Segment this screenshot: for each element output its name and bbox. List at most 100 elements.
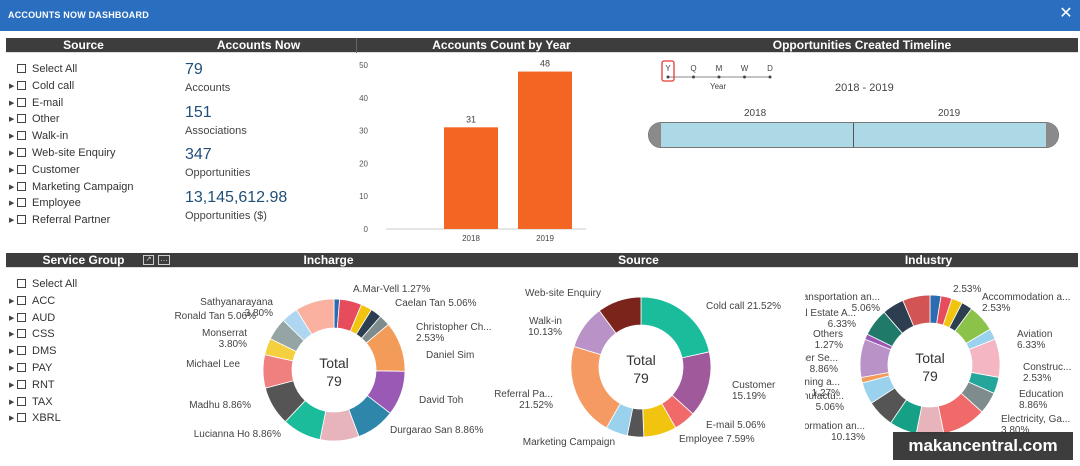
- service-filter-item[interactable]: Select All: [9, 277, 77, 291]
- expand-arrow-icon[interactable]: ▶: [9, 82, 15, 90]
- expand-arrow-icon[interactable]: ▶: [9, 331, 15, 339]
- more-options-icon[interactable]: …: [158, 254, 170, 265]
- donut-slice[interactable]: [640, 296, 710, 359]
- source-filter-item[interactable]: Select All: [9, 62, 77, 76]
- donut-data-label: Ronald Tan 5.06%: [174, 311, 256, 322]
- source-filter-item[interactable]: ▶ Referral Partner: [9, 213, 110, 227]
- checkbox[interactable]: [17, 64, 26, 73]
- timeline-year-2018: 2018: [744, 108, 767, 119]
- checkbox[interactable]: [17, 346, 26, 356]
- checkbox[interactable]: [17, 363, 26, 372]
- expand-arrow-icon[interactable]: ▶: [9, 133, 15, 141]
- service-filter-item[interactable]: ▶ RNT: [9, 378, 55, 392]
- timeline-handle-right[interactable]: [1046, 123, 1058, 147]
- expand-arrow-icon[interactable]: ▶: [9, 415, 15, 423]
- expand-arrow-icon[interactable]: ▶: [9, 200, 15, 208]
- checkbox[interactable]: [17, 413, 26, 423]
- donut-data-label: Education: [1019, 389, 1063, 400]
- checkbox[interactable]: [17, 198, 26, 208]
- donut-slice[interactable]: [598, 296, 642, 334]
- donut-slice[interactable]: [295, 298, 335, 335]
- source-filter-item[interactable]: ▶ Marketing Campaign: [9, 180, 134, 194]
- checkbox[interactable]: [17, 97, 26, 107]
- kpi-label: Opportunities: [185, 167, 251, 179]
- source-filter-label: Customer: [32, 163, 80, 176]
- checkbox[interactable]: [17, 114, 26, 124]
- source-filter-item[interactable]: ▶ Other: [9, 112, 60, 126]
- source-filter-item[interactable]: ▶ Walk-in: [9, 129, 68, 143]
- timeline-slider[interactable]: [648, 122, 1059, 148]
- expand-arrow-icon[interactable]: ▶: [9, 150, 15, 157]
- kpi-value: 79: [185, 61, 203, 78]
- expand-arrow-icon[interactable]: ▶: [9, 116, 15, 124]
- donut-data-label: Marketing Campaign: [523, 437, 615, 448]
- donut-slice[interactable]: [902, 294, 931, 327]
- bar-value-label: 48: [540, 59, 550, 69]
- granularity-dot: [692, 75, 695, 79]
- donut-data-label: David Toh: [419, 395, 463, 406]
- checkbox[interactable]: [17, 279, 26, 288]
- donut-data-label: Mining a...: [805, 377, 840, 388]
- granularity-option[interactable]: D: [767, 64, 773, 73]
- donut-data-label: 5.06%: [852, 303, 880, 314]
- title-bar: ACCOUNTS NOW DASHBOARD ✕: [0, 0, 1080, 31]
- expand-arrow-icon[interactable]: ▶: [9, 314, 15, 322]
- source-filter-item[interactable]: ▶ Web-site Enquiry: [9, 146, 116, 160]
- donut-slice[interactable]: [570, 345, 621, 429]
- source-filter-item[interactable]: ▶ Cold call: [9, 79, 74, 93]
- timeline-handle-left[interactable]: [649, 123, 661, 147]
- expand-arrow-icon[interactable]: ▶: [9, 398, 15, 406]
- bar[interactable]: [518, 71, 572, 229]
- expand-arrow-icon[interactable]: ▶: [9, 381, 15, 389]
- granularity-option[interactable]: M: [716, 64, 723, 73]
- donut-data-label: E-mail 5.06%: [706, 420, 766, 431]
- checkbox[interactable]: [17, 312, 26, 322]
- expand-arrow-icon[interactable]: ▶: [9, 217, 15, 225]
- service-filter-label: CSS: [32, 328, 55, 341]
- donut-data-label: Employee 7.59%: [679, 434, 755, 445]
- checkbox[interactable]: [17, 80, 26, 90]
- kpi-value: 13,145,612.98: [185, 188, 288, 206]
- service-filter-item[interactable]: ▶ ACC: [9, 294, 55, 308]
- checkbox[interactable]: [17, 295, 26, 305]
- accounts-now-header: Accounts Now: [216, 38, 301, 52]
- checkbox[interactable]: [17, 164, 26, 174]
- export-icon[interactable]: ↗: [143, 255, 154, 265]
- granularity-selected-marker: [661, 60, 675, 82]
- bar-value-label: 31: [466, 114, 476, 124]
- service-filter-item[interactable]: ▶ XBRL: [9, 411, 61, 425]
- donut-data-label: 2.53%: [982, 303, 1010, 314]
- x-tick-label: 2019: [536, 234, 554, 243]
- donut-data-label: Cold call 21.52%: [706, 301, 781, 312]
- checkbox[interactable]: [17, 148, 26, 157]
- granularity-option[interactable]: Y: [665, 64, 671, 73]
- checkbox[interactable]: [17, 329, 26, 339]
- checkbox[interactable]: [17, 181, 26, 191]
- service-filter-item[interactable]: ▶ DMS: [9, 344, 56, 358]
- checkbox[interactable]: [17, 131, 26, 141]
- checkbox[interactable]: [17, 379, 26, 389]
- checkbox[interactable]: [17, 396, 26, 406]
- expand-arrow-icon[interactable]: ▶: [9, 166, 15, 174]
- service-filter-item[interactable]: ▶ PAY: [9, 361, 52, 375]
- expand-arrow-icon[interactable]: ▶: [9, 183, 15, 191]
- source-filter-item[interactable]: ▶ E-mail: [9, 96, 63, 110]
- granularity-option[interactable]: Q: [690, 64, 696, 73]
- close-icon[interactable]: ✕: [1059, 5, 1073, 22]
- incharge-header: Incharge: [303, 253, 354, 267]
- service-filter-item[interactable]: ▶ AUD: [9, 311, 55, 325]
- service-filter-item[interactable]: ▶ TAX: [9, 395, 53, 409]
- expand-arrow-icon[interactable]: ▶: [9, 348, 15, 356]
- granularity-option[interactable]: W: [741, 64, 749, 73]
- kpi-label: Associations: [185, 124, 247, 137]
- source-filter-item[interactable]: ▶ Customer: [9, 163, 80, 177]
- expand-arrow-icon[interactable]: ▶: [9, 365, 15, 372]
- service-filter-item[interactable]: ▶ CSS: [9, 327, 55, 341]
- expand-arrow-icon[interactable]: ▶: [9, 297, 15, 305]
- checkbox[interactable]: [17, 215, 26, 225]
- expand-arrow-icon[interactable]: ▶: [9, 99, 15, 107]
- bar[interactable]: [444, 127, 498, 229]
- source-filter-item[interactable]: ▶ Employee: [9, 196, 81, 210]
